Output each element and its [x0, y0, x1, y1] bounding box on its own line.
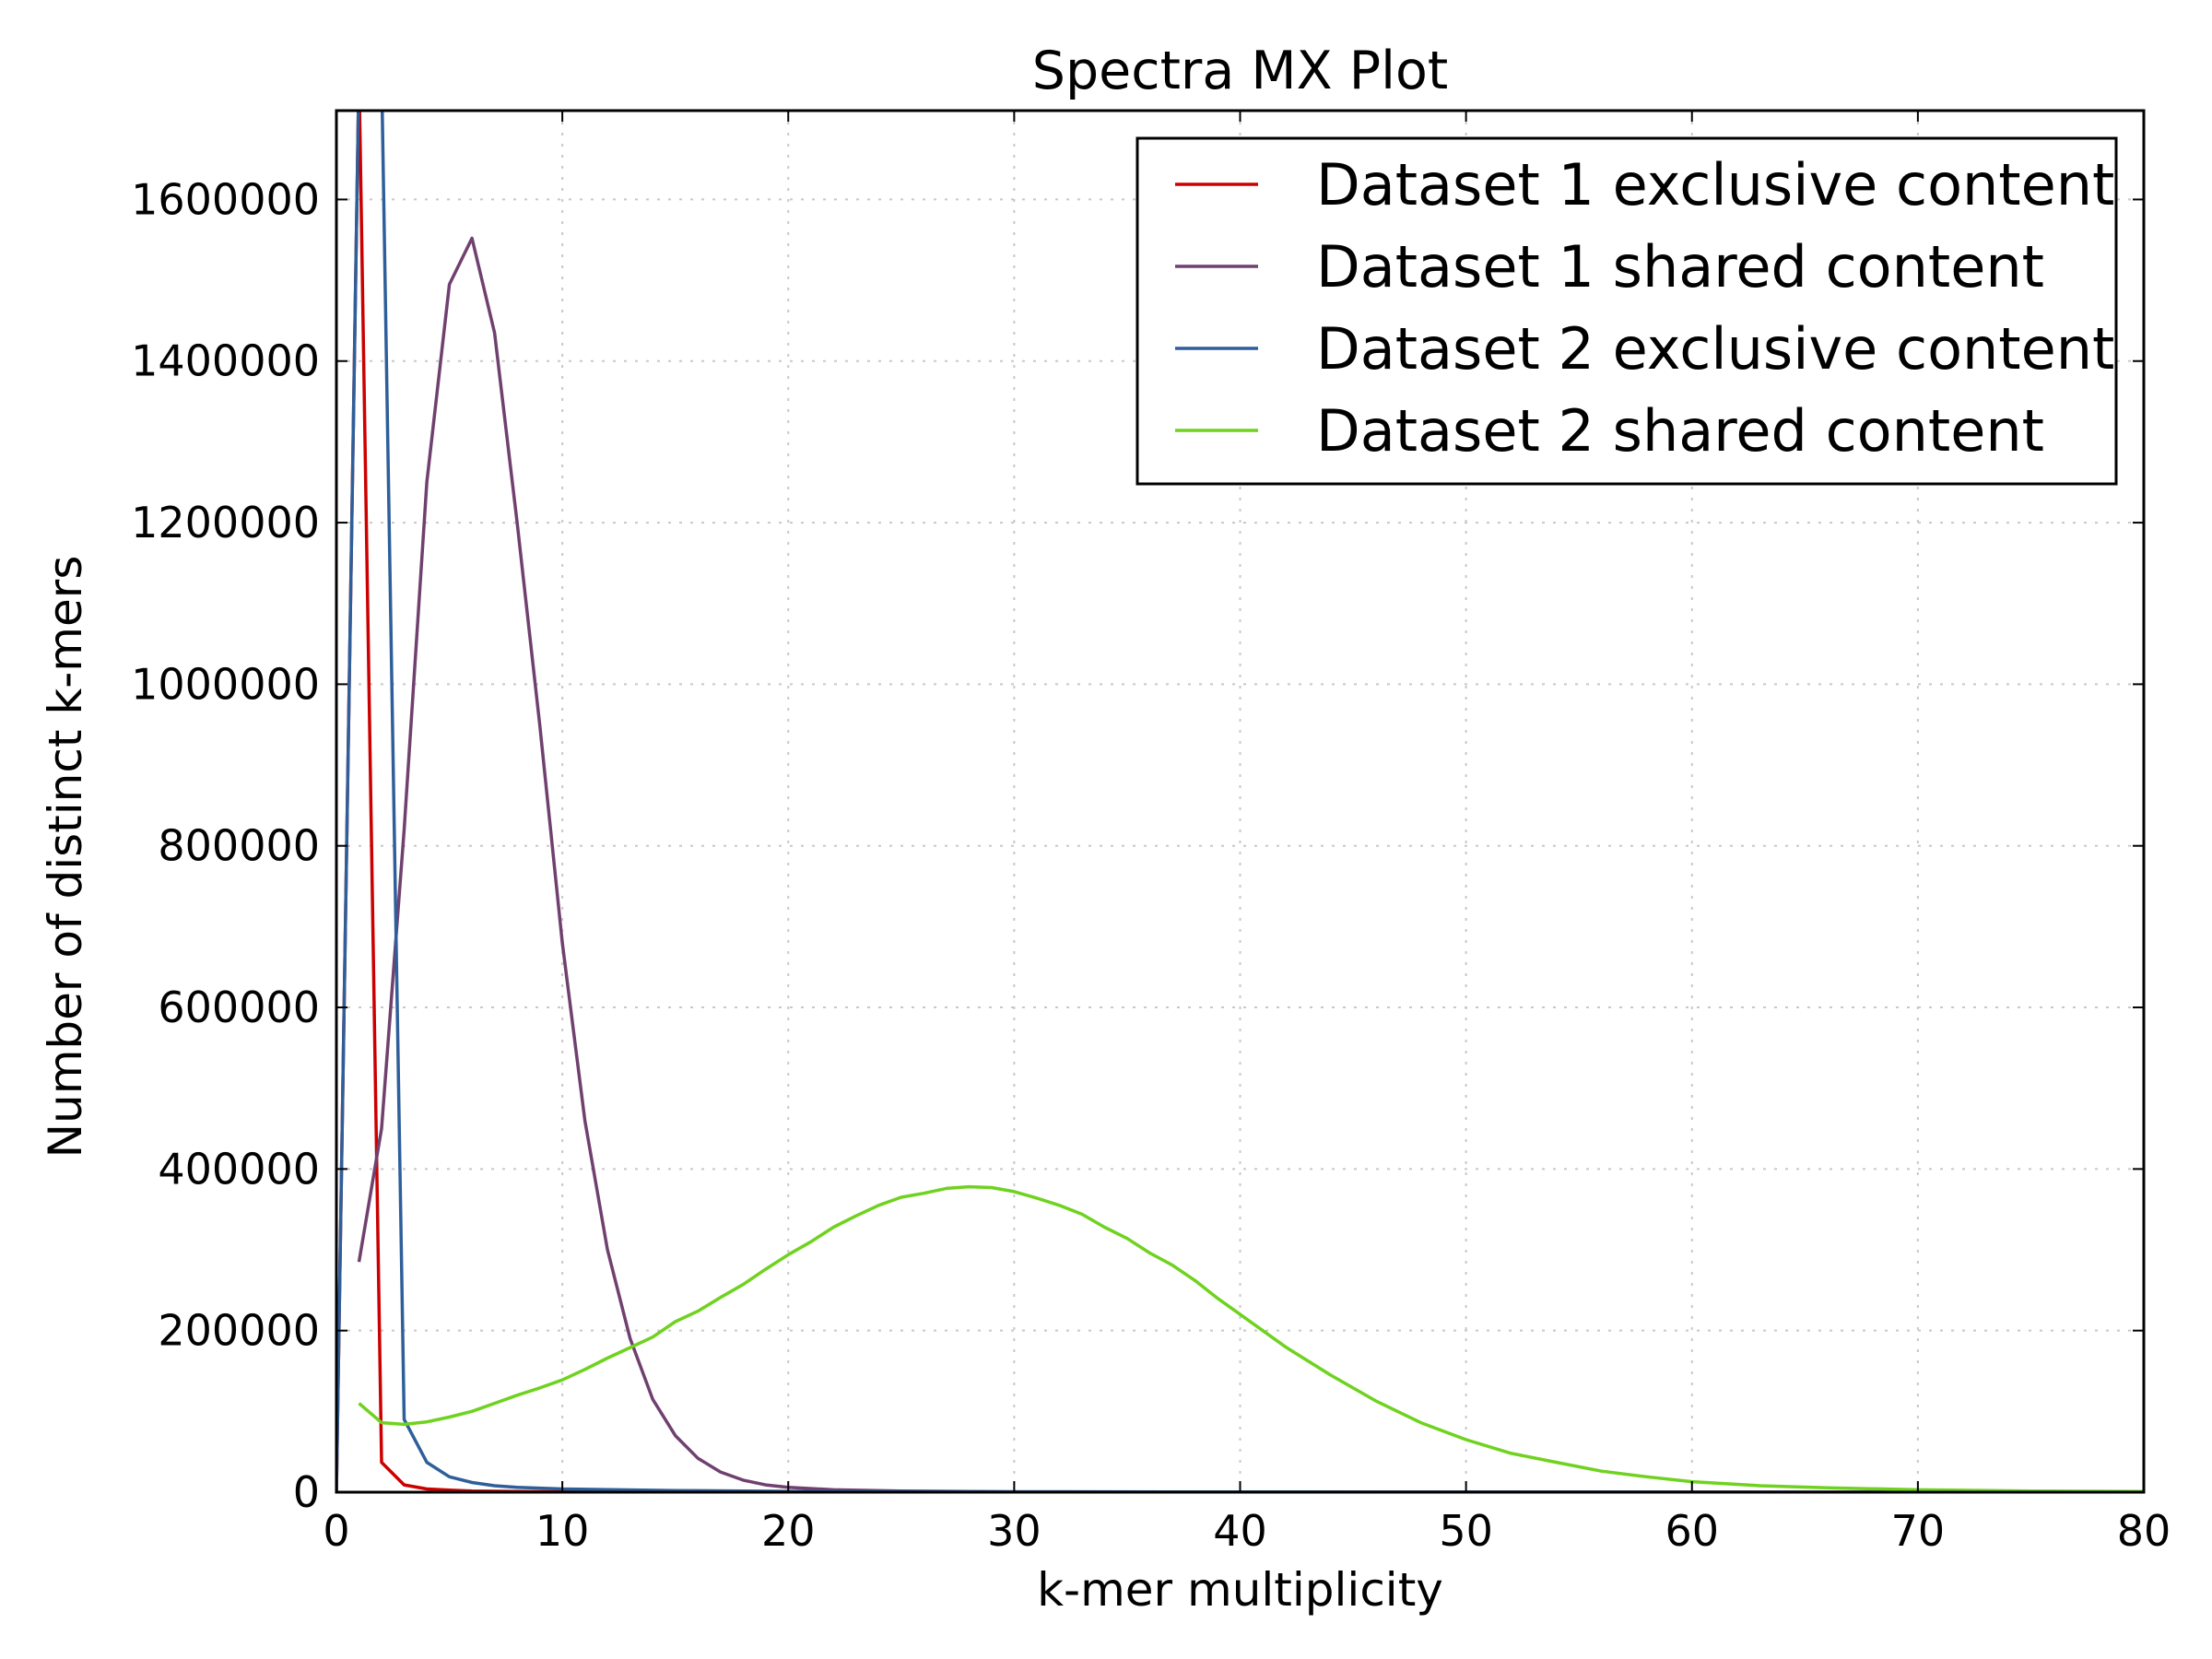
- x-tick-label: 80: [2117, 1506, 2171, 1556]
- legend-label-3: Dataset 2 exclusive content: [1316, 315, 2114, 382]
- x-tick-label: 10: [535, 1506, 590, 1556]
- y-tick-label: 1200000: [131, 498, 320, 547]
- x-tick-label: 30: [987, 1506, 1041, 1556]
- y-tick-label: 200000: [158, 1306, 320, 1356]
- legend: Dataset 1 exclusive content Dataset 1 sha…: [1135, 136, 2118, 486]
- x-tick-label: 60: [1665, 1506, 1719, 1556]
- y-tick-label: 800000: [158, 821, 320, 871]
- legend-box: [1135, 136, 2118, 486]
- x-tick-label: 40: [1213, 1506, 1267, 1556]
- y-tick-label: 1600000: [131, 174, 320, 224]
- y-tick-label: 1000000: [131, 659, 320, 709]
- x-axis-label: k-mer multiplicity: [1037, 1563, 1443, 1617]
- x-tick-label: 70: [1891, 1506, 1946, 1556]
- x-tick-label: 0: [323, 1506, 349, 1556]
- y-tick-label: 1400000: [131, 336, 320, 386]
- y-axis-label: Number of distinct k-mers: [39, 556, 92, 1159]
- series-line-4: [358, 1184, 2144, 1492]
- y-tick-label: 0: [293, 1467, 320, 1517]
- legend-label-1: Dataset 1 exclusive content: [1316, 151, 2114, 218]
- x-tick-label: 50: [1439, 1506, 1493, 1556]
- legend-label-2: Dataset 1 shared content: [1316, 233, 2044, 300]
- y-tick-label: 600000: [158, 982, 320, 1032]
- chart-title: Spectra MX Plot: [1032, 41, 1448, 101]
- legend-label-4: Dataset 2 shared content: [1316, 397, 2044, 465]
- tick-layer: 0 10 20 30 40 50 60 70 80 0 200000 400000 600000 8000…: [131, 111, 2171, 1556]
- y-tick-label: 400000: [158, 1144, 320, 1194]
- x-tick-label: 20: [761, 1506, 816, 1556]
